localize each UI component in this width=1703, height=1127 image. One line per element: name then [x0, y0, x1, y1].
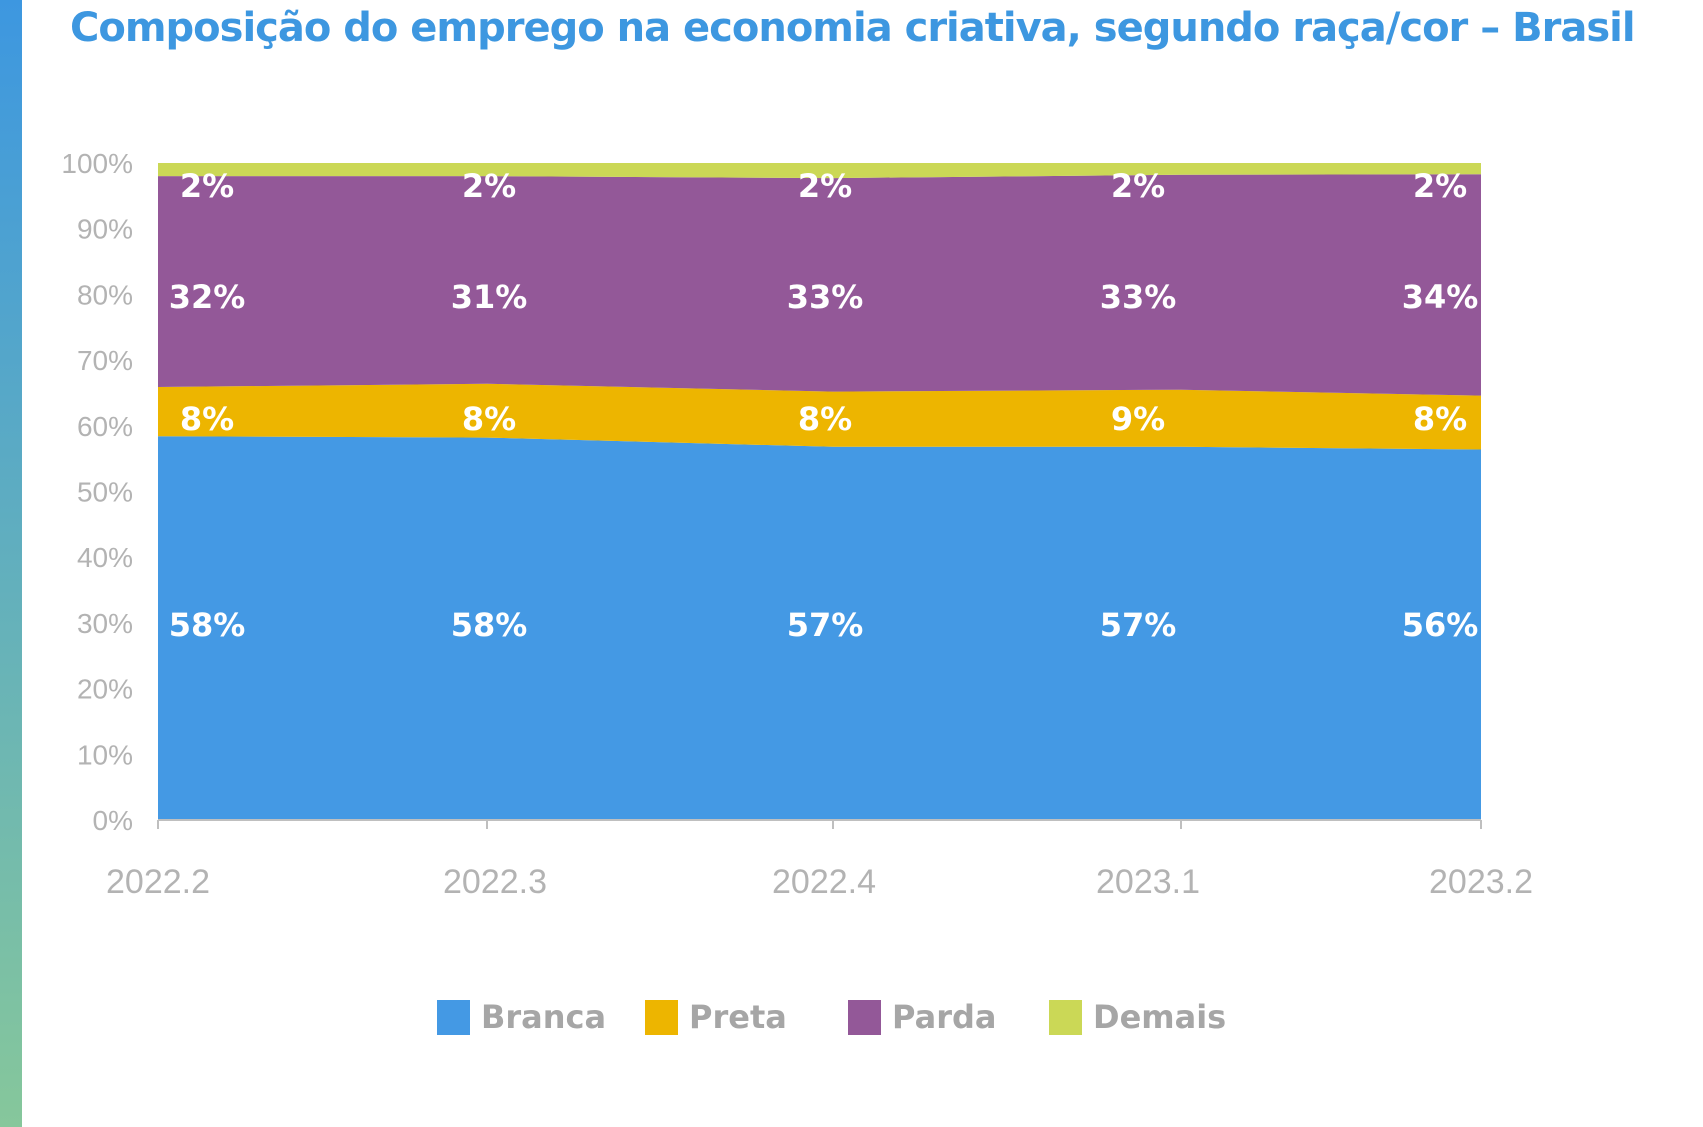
legend-swatch-demais	[1049, 1000, 1082, 1035]
data-label-demais: 2%	[1413, 167, 1467, 205]
area-demais	[158, 163, 1481, 179]
y-tick-label: 60%	[77, 411, 133, 442]
chart-title: Composição do emprego na economia criati…	[70, 5, 1636, 51]
y-tick-label: 10%	[77, 739, 133, 770]
data-label-branca: 58%	[169, 606, 246, 644]
y-tick-label: 90%	[77, 214, 133, 245]
data-label-branca: 58%	[451, 606, 528, 644]
x-tick-label: 2023.1	[1096, 863, 1200, 901]
data-label-parda: 33%	[1100, 278, 1177, 316]
data-label-preta: 8%	[798, 400, 852, 438]
legend-swatch-preta	[645, 1000, 678, 1035]
data-label-preta: 8%	[1413, 400, 1467, 438]
data-label-preta: 8%	[180, 400, 234, 438]
area-preta	[158, 383, 1481, 450]
legend-swatch-parda	[848, 1000, 881, 1035]
data-label-branca: 56%	[1402, 606, 1479, 644]
x-tick-label: 2022.3	[443, 863, 547, 901]
data-label-parda: 31%	[451, 278, 528, 316]
y-tick-label: 20%	[77, 674, 133, 705]
y-tick-label: 100%	[61, 148, 133, 179]
y-tick-label: 0%	[93, 805, 133, 836]
data-label-branca: 57%	[1100, 606, 1177, 644]
x-tick-label: 2022.2	[106, 863, 210, 901]
legend-swatch-branca	[437, 1000, 470, 1035]
y-tick-label: 50%	[77, 477, 133, 508]
y-tick-label: 30%	[77, 608, 133, 639]
y-tick-label: 70%	[77, 345, 133, 376]
data-label-preta: 8%	[462, 400, 516, 438]
data-label-branca: 57%	[787, 606, 864, 644]
area-branca	[158, 436, 1481, 820]
x-tick-label: 2023.2	[1429, 863, 1533, 901]
legend-label-preta: Preta	[689, 998, 787, 1036]
x-tick-label: 2022.4	[772, 863, 876, 901]
legend-label-demais: Demais	[1093, 998, 1226, 1036]
y-tick-label: 80%	[77, 279, 133, 310]
area-parda	[158, 174, 1481, 396]
data-label-parda: 34%	[1402, 278, 1479, 316]
data-label-demais: 2%	[180, 167, 234, 205]
legend-label-branca: Branca	[481, 998, 606, 1036]
data-label-preta: 9%	[1111, 400, 1165, 438]
decorative-side-bar	[0, 0, 22, 1127]
data-label-demais: 2%	[798, 167, 852, 205]
data-label-demais: 2%	[462, 167, 516, 205]
data-label-demais: 2%	[1111, 167, 1165, 205]
data-label-parda: 32%	[169, 278, 246, 316]
data-label-parda: 33%	[787, 278, 864, 316]
legend-label-parda: Parda	[892, 998, 996, 1036]
y-tick-label: 40%	[77, 542, 133, 573]
